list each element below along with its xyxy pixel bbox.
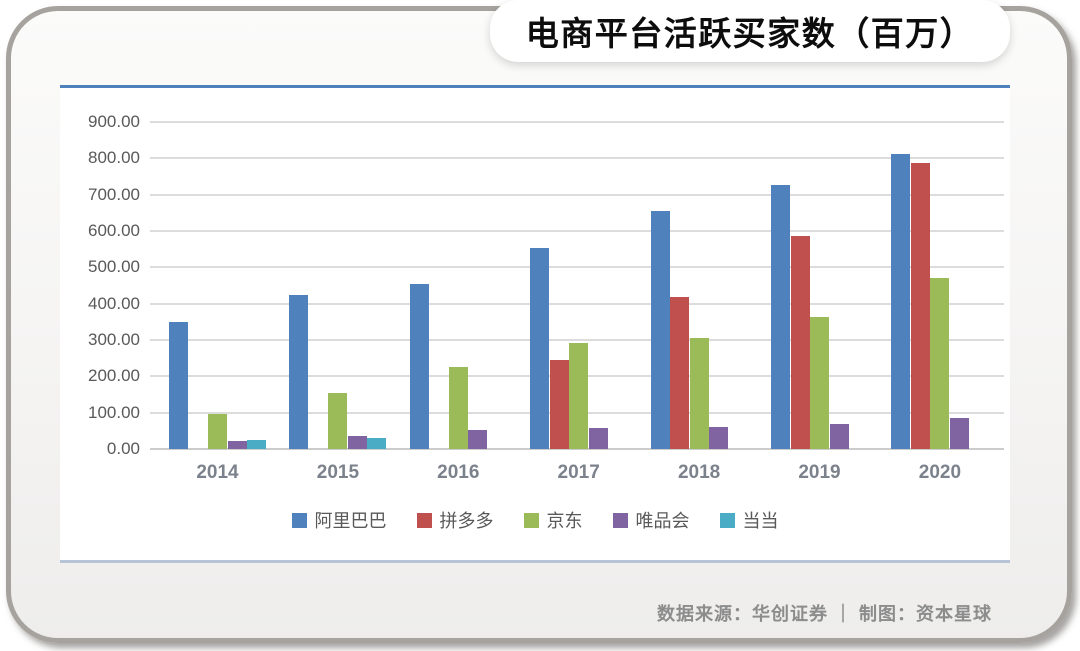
y-tick-label-800: 800.00	[88, 148, 140, 168]
legend-item-jd: 京东	[523, 507, 583, 533]
bar-dangdang-2014	[247, 439, 266, 449]
bar-jd-2017	[569, 342, 589, 449]
gridline-800	[150, 157, 1004, 160]
bar-alibaba-2019	[771, 185, 790, 449]
gridline-600	[150, 230, 1004, 232]
y-tick-label-300: 300.00	[88, 330, 140, 349]
bar-vipshop-2014	[227, 440, 247, 449]
bar-jd-2019	[810, 317, 829, 449]
y-axis-labels: 0.00 100.00 200.00 300.00 400.00 500.00 600.00…	[60, 88, 1010, 560]
y-tick-label-700: 700.00	[88, 184, 140, 204]
y-tick-label-500: 500.00	[88, 257, 140, 277]
title-tab: 电商平台活跃买家数（百万）	[490, 0, 1010, 62]
x-tick-label-2019: 2019	[798, 462, 841, 483]
gridline-400	[150, 302, 1004, 305]
gridline-900	[150, 121, 1004, 123]
bar-pinduoduo-2020	[910, 162, 930, 449]
y-tick-label-600: 600.00	[88, 221, 140, 240]
y-tick-label-100: 100.00	[88, 402, 140, 422]
bar-alibaba-2016	[409, 284, 429, 449]
legend-label-jd: 京东	[546, 511, 583, 531]
legend-swatch-pinduoduo	[416, 512, 432, 528]
bar-pinduoduo-2017	[549, 359, 569, 449]
y-tick-label-200: 200.00	[88, 366, 140, 386]
x-tick-label-2020: 2020	[918, 462, 962, 483]
legend-label-dangdang: 当当	[742, 511, 779, 531]
legend-label-pinduoduo: 拼多多	[439, 511, 494, 531]
bar-jd-2020	[930, 277, 950, 449]
bar-pinduoduo-2018	[670, 296, 690, 449]
legend-item-dangdang: 当当	[719, 507, 779, 533]
footer-credit: 数据来源：华创证券 ｜ 制图：资本星球	[656, 604, 992, 624]
bar-jd-2016	[448, 366, 468, 449]
legend-item-pinduoduo: 拼多多	[416, 507, 494, 533]
bar-alibaba-2014	[169, 321, 188, 449]
gridline-500	[150, 266, 1004, 269]
gridline-700	[150, 193, 1004, 196]
bar-vipshop-2015	[347, 435, 367, 449]
bars-layer	[60, 88, 1010, 560]
bar-jd-2014	[208, 413, 227, 449]
x-axis-labels: 2014 2015 2016 2017 2018 2019 2020	[60, 88, 1010, 560]
bar-jd-2015	[328, 392, 348, 449]
x-tick-label-2017: 2017	[557, 462, 600, 483]
legend-item-vipshop: 唯品会	[612, 507, 690, 533]
bar-alibaba-2017	[530, 248, 550, 449]
gridline-0	[150, 448, 1004, 450]
legend-swatch-alibaba	[291, 512, 307, 528]
gridline-300	[150, 339, 1004, 341]
x-tick-label-2018: 2018	[677, 462, 721, 483]
legend-swatch-jd	[523, 512, 539, 528]
bar-vipshop-2020	[949, 418, 969, 449]
bar-alibaba-2018	[650, 211, 670, 449]
x-tick-label-2014: 2014	[196, 462, 239, 483]
bar-dangdang-2015	[367, 438, 387, 449]
bar-alibaba-2015	[289, 295, 309, 449]
y-tick-label-0: 0.00	[106, 439, 140, 458]
bar-jd-2018	[689, 338, 709, 449]
bar-vipshop-2019	[829, 423, 849, 449]
legend-item-alibaba: 阿里巴巴	[291, 507, 387, 533]
chart-panel: 0.00 100.00 200.00 300.00 400.00 500.00 600.00…	[60, 85, 1010, 563]
legend-label-alibaba: 阿里巴巴	[314, 511, 387, 531]
legend-label-vipshop: 唯品会	[635, 511, 690, 531]
legend-swatch-dangdang	[719, 512, 735, 528]
bar-vipshop-2017	[588, 427, 608, 449]
x-tick-label-2015: 2015	[316, 462, 360, 483]
y-tick-label-900: 900.00	[88, 112, 140, 131]
legend: 阿里巴巴 拼多多 京东 唯品会 当当	[60, 507, 1010, 533]
chart-title: 电商平台活跃买家数（百万）	[525, 15, 975, 52]
x-tick-label-2016: 2016	[437, 462, 480, 483]
legend-swatch-vipshop	[612, 512, 628, 528]
bar-alibaba-2020	[891, 154, 911, 449]
bar-vipshop-2018	[709, 426, 729, 449]
bar-pinduoduo-2019	[790, 236, 810, 449]
bar-vipshop-2016	[468, 430, 488, 449]
y-tick-label-400: 400.00	[88, 293, 140, 313]
